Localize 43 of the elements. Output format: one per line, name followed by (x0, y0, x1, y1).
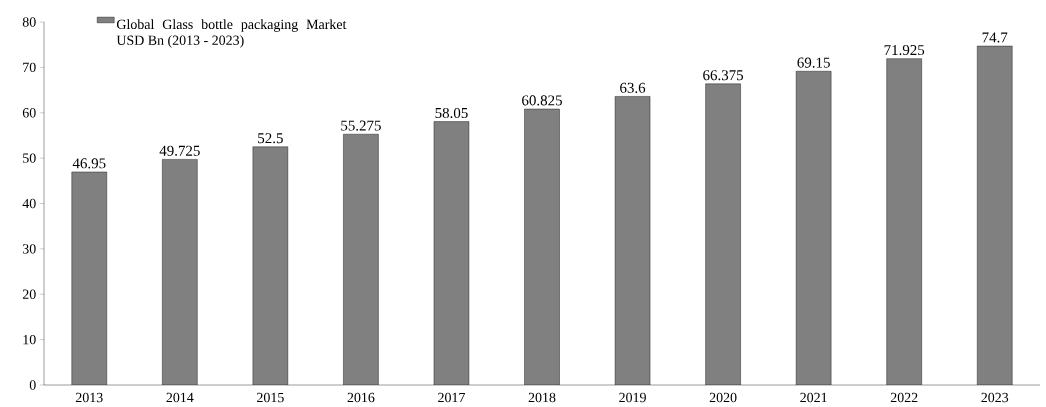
data-label: 58.05 (435, 107, 468, 119)
y-tick-label: 20 (22, 289, 36, 299)
bar (977, 45, 1013, 385)
x-tick-label: 2023 (981, 392, 1009, 403)
data-label: 74.7 (982, 32, 1008, 43)
data-label: 49.725 (159, 145, 200, 156)
bar (433, 121, 469, 385)
bar (343, 134, 379, 385)
x-tick-label: 2016 (347, 392, 375, 403)
y-tick-label: 50 (23, 153, 36, 163)
y-tick-label: 0 (29, 380, 36, 390)
data-label: 46.95 (72, 158, 106, 169)
data-label: 66.375 (703, 70, 744, 81)
y-tick-label: 80 (22, 17, 36, 27)
bar (615, 96, 651, 385)
x-tick-label: 2013 (75, 392, 103, 403)
x-tick-label: 2014 (166, 392, 194, 403)
bar (886, 58, 922, 385)
x-tick-label: 2017 (438, 392, 466, 403)
data-label: 63.6 (620, 82, 646, 93)
x-tick-label: 2020 (709, 392, 737, 403)
data-label: 69.15 (797, 57, 830, 68)
y-tick-label: 40 (22, 198, 36, 209)
data-label: 55.275 (341, 120, 381, 131)
bar (71, 171, 107, 385)
x-tick-label: 2019 (619, 392, 646, 403)
bar (796, 71, 832, 385)
bar (252, 146, 288, 385)
x-tick-label: 2022 (890, 392, 918, 403)
bar (162, 159, 198, 385)
y-tick-label: 70 (23, 62, 36, 73)
bar (524, 109, 560, 385)
y-tick-label: 60 (22, 108, 36, 118)
x-tick-label: 2018 (528, 392, 556, 403)
x-tick-label: 2021 (800, 392, 827, 403)
y-tick-label: 30 (22, 244, 36, 254)
legend-label: Global Glass bottle packaging Market USD Bn (2013 - 2023) (116, 19, 347, 48)
data-label: 52.5 (258, 133, 283, 144)
data-label: 60.825 (522, 95, 562, 106)
data-label: 71.925 (884, 45, 925, 56)
x-tick-label: 2015 (257, 392, 284, 403)
bar (705, 83, 741, 385)
y-tick-label: 10 (23, 334, 36, 345)
